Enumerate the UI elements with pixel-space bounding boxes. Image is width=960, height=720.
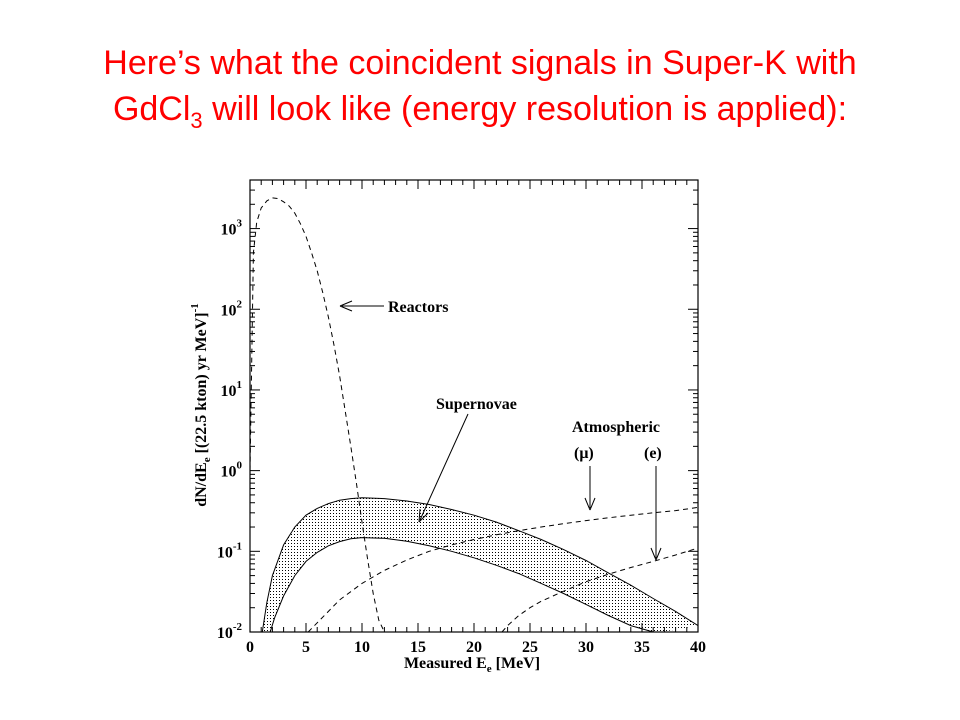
annotation-reactors: Reactors	[388, 299, 448, 316]
x-tick-label: 40	[690, 639, 706, 656]
slide-title-line2-pre: GdCl	[112, 90, 191, 128]
series-line-supernovae-upper	[261, 497, 698, 632]
arrow-mu-head	[584, 497, 596, 511]
x-tick-label: 35	[634, 639, 650, 656]
annotation-atmospheric: Atmospheric	[572, 419, 660, 436]
y-tick-label: 100	[221, 460, 243, 481]
y-tick-label: 103	[221, 218, 243, 239]
slide-title-line1: Here’s what the coincident signals in Su…	[103, 44, 857, 82]
x-tick-label: 0	[246, 639, 254, 656]
arrow-supernovae-shaft	[419, 413, 469, 521]
y-tick-label: 10-2	[217, 621, 243, 642]
y-tick-label: 10-1	[217, 540, 242, 561]
series-line-atmospheric	[307, 506, 698, 632]
x-tick-label: 25	[522, 639, 538, 656]
x-tick-label: 15	[410, 639, 426, 656]
annotation-e: (e)	[644, 445, 662, 462]
y-axis-label: dN/dEe [(22.5 kton) yr MeV]-1	[189, 303, 213, 507]
x-tick-label: 30	[578, 639, 594, 656]
slide-title-subscript: 3	[190, 107, 203, 133]
annotation-supernovae: Supernovae	[436, 396, 517, 413]
supernovae-band	[262, 497, 698, 632]
series-line-supernovae-lower	[269, 537, 663, 632]
y-tick-label: 101	[221, 379, 243, 400]
x-tick-label: 10	[354, 639, 370, 656]
arrow-reactors-head	[339, 300, 353, 312]
y-tick-label: 102	[221, 298, 243, 319]
slide-title: Here’s what the coincident signals in Su…	[0, 40, 960, 144]
series-line-atmospheric-e	[501, 547, 698, 632]
x-tick-label: 20	[466, 639, 482, 656]
slide-title-line2-post: will look like (energy resolution is app…	[202, 90, 848, 128]
series-line-reactors	[250, 197, 385, 632]
arrow-supernovae-head	[418, 508, 429, 523]
slide-title-line2: GdCl3 will look like (energy resolution …	[0, 86, 960, 144]
x-axis-label: Measured Ee [MeV]	[404, 655, 540, 675]
x-tick-label: 5	[302, 639, 310, 656]
arrow-e-head	[650, 547, 662, 561]
annotation-mu: (μ)	[574, 445, 594, 462]
